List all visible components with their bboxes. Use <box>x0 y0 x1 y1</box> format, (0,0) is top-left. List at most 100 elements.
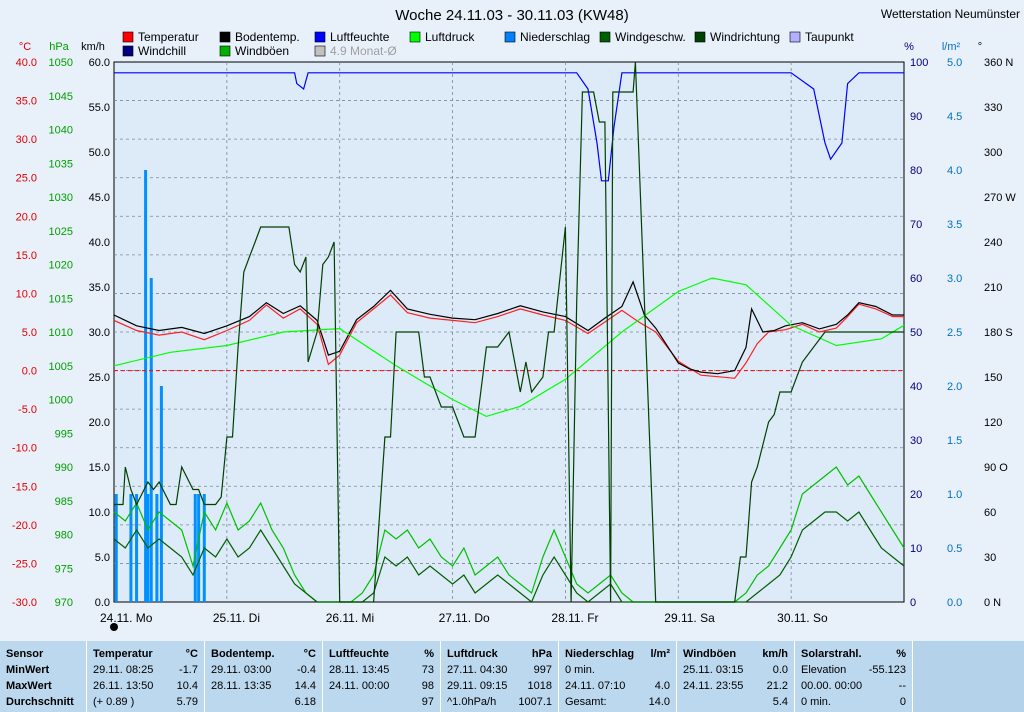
pct-tick-label: 40 <box>910 381 922 393</box>
stats-value: 0.0 <box>772 664 788 676</box>
deg-tick-label: 330 <box>984 102 1002 114</box>
stats-unit: km/h <box>762 648 788 660</box>
temp-tick-label: 0.0 <box>22 366 37 378</box>
axis-unit-deg: ° <box>978 41 982 53</box>
chart-title: Woche 24.11.03 - 30.11.03 (KW48) <box>395 7 628 24</box>
rain-bar <box>135 494 139 602</box>
stats-header: Windböen <box>683 648 737 660</box>
stats-header: Sensor <box>6 648 44 660</box>
legend-label-luftdruck: Luftdruck <box>425 30 475 44</box>
stats-label: MinWert <box>6 664 50 676</box>
legend-swatch-luftfeuchte <box>314 31 326 43</box>
x-tick-label: 27.11. Do <box>439 611 490 625</box>
stats-value: 73 <box>421 664 434 676</box>
deg-tick-label: 300 <box>984 147 1002 159</box>
weather-chart: -30.0 -25.0 -20.0 -15.0 -10.0 -5.0 0.0 5.0 10.0 1… <box>11 7 1021 631</box>
kmh-tick-label: 55.0 <box>89 102 110 114</box>
hpa-tick-label: 995 <box>55 428 73 440</box>
stats-value: 4.0 <box>654 680 670 692</box>
deg-tick-label: 240 <box>984 237 1002 249</box>
legend-label-taupunkt: Taupunkt <box>805 30 854 44</box>
legend-swatch-luftdruck <box>409 31 421 43</box>
kmh-tick-label: 15.0 <box>89 462 110 474</box>
temp-tick-label: 35.0 <box>16 96 37 108</box>
temp-tick-label: 30.0 <box>16 134 37 146</box>
stats-label: 24.11. 23:55 <box>683 680 744 692</box>
stats-unit: °C <box>303 648 316 660</box>
rain-tick-label: 1.0 <box>947 489 962 501</box>
legend-label-windrichtung: Windrichtung <box>710 30 780 44</box>
hpa-tick-label: 970 <box>55 597 73 609</box>
stats-label: 27.11. 04:30 <box>447 664 508 676</box>
rain-bar <box>193 494 197 602</box>
hpa-tick-label: 1045 <box>49 91 73 103</box>
temp-tick-label: 15.0 <box>16 250 37 262</box>
rain-tick-label: 2.0 <box>947 381 962 393</box>
legend-label-temperatur: Temperatur <box>138 30 199 44</box>
stats-value: 0 <box>899 696 906 708</box>
kmh-tick-label: 40.0 <box>89 237 110 249</box>
time-marker <box>110 623 118 631</box>
axis-unit-rain: l/m² <box>942 41 961 53</box>
stats-unit: °C <box>185 648 198 660</box>
temp-tick-label: -15.0 <box>12 481 37 493</box>
hpa-tick-label: 1015 <box>49 293 73 305</box>
stats-column: Windböen km/h 25.11. 03:15 0.0 24.11. 23:55 2… <box>677 641 795 712</box>
hpa-tick-label: 1035 <box>49 158 73 170</box>
series-luftfeuchte <box>114 72 904 182</box>
stats-label: (+ 0.89 ) <box>93 696 135 708</box>
series-windben <box>113 466 905 603</box>
stats-column: Niederschlag l/m² 0 min. 24.11. 07:10 4.0 Ges… <box>559 641 677 712</box>
kmh-tick-label: 10.0 <box>89 507 110 519</box>
stats-label: 29.11. 08:25 <box>93 664 154 676</box>
rain-bar <box>159 386 163 602</box>
kmh-tick-label: 5.0 <box>95 552 110 564</box>
stats-value: 6.18 <box>294 696 316 708</box>
rain-bar <box>155 494 159 602</box>
stats-value: -1.7 <box>179 664 198 676</box>
stats-label: ^1.0hPa/h <box>447 696 497 708</box>
hpa-tick-label: 980 <box>55 530 73 542</box>
stats-unit: l/m² <box>650 648 670 660</box>
hpa-tick-label: 1040 <box>49 125 73 137</box>
stats-header: Temperatur <box>93 648 153 660</box>
temp-tick-label: -5.0 <box>18 404 37 416</box>
x-tick-label: 29.11. Sa <box>664 611 715 625</box>
stats-label: 29.11. 03:00 <box>211 664 272 676</box>
stats-header: Niederschlag <box>565 648 635 660</box>
hpa-tick-label: 1005 <box>49 361 73 373</box>
stats-column: Luftdruck hPa 27.11. 04:30 997 29.11. 09:15 1… <box>441 641 559 712</box>
deg-tick-label: 0 N <box>984 597 1001 609</box>
x-tick-label: 24.11. Mo <box>100 611 153 625</box>
x-tick-label: 28.11. Fr <box>551 611 598 625</box>
legend-label-windchill: Windchill <box>138 44 186 58</box>
stats-label: 29.11. 09:15 <box>447 680 508 692</box>
kmh-tick-label: 60.0 <box>89 57 110 69</box>
legend-swatch-temperatur <box>122 31 134 43</box>
rain-tick-label: 0.5 <box>947 543 962 555</box>
pct-tick-label: 70 <box>910 219 922 231</box>
temp-tick-label: 5.0 <box>22 327 37 339</box>
hpa-tick-label: 975 <box>55 563 73 575</box>
stats-value: 21.2 <box>766 680 788 692</box>
x-tick-label: 25.11. Di <box>213 611 260 625</box>
pct-tick-label: 50 <box>910 327 922 339</box>
stats-label: 25.11. 03:15 <box>683 664 744 676</box>
stats-value: 10.4 <box>176 680 198 692</box>
temp-tick-label: 10.0 <box>16 288 37 300</box>
pct-tick-label: 10 <box>910 543 922 555</box>
temp-tick-label: 25.0 <box>16 173 37 185</box>
legend-swatch-windgeschw <box>599 31 611 43</box>
stats-label: Durchschnitt <box>6 696 74 708</box>
rain-tick-label: 3.5 <box>947 219 962 231</box>
stats-unit: hPa <box>531 648 552 660</box>
legend-swatch-windchill <box>122 45 134 57</box>
legend-label-bodentemp: Bodentemp. <box>235 30 300 44</box>
deg-tick-label: 150 <box>984 372 1002 384</box>
rain-tick-label: 4.0 <box>947 165 962 177</box>
stats-label: 0 min. <box>801 696 831 708</box>
legend-label-windben: Windböen <box>235 44 289 58</box>
pct-tick-label: 60 <box>910 273 922 285</box>
stats-unit: % <box>424 648 434 660</box>
series-windgeschw <box>113 511 905 603</box>
